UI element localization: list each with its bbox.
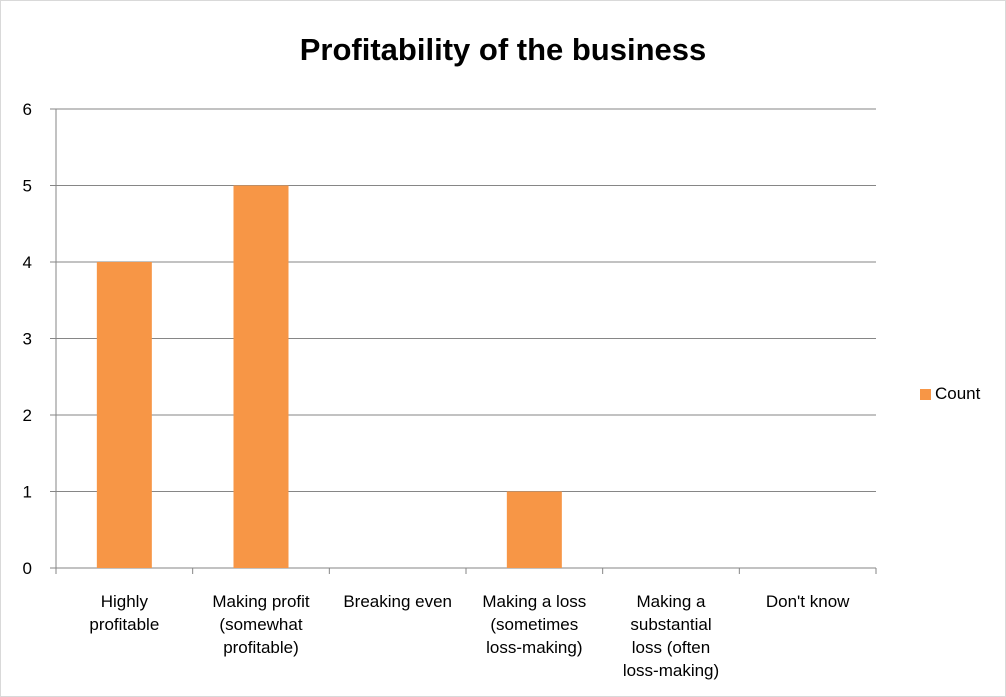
- x-category-label-line: loss (often: [632, 638, 710, 657]
- x-category-label-line: Making a loss: [482, 592, 586, 611]
- y-tick-label: 4: [23, 253, 32, 272]
- x-category-label-line: loss-making): [623, 661, 719, 680]
- x-category-label-line: loss-making): [486, 638, 582, 657]
- legend-label: Count: [935, 384, 981, 403]
- y-tick-label: 3: [23, 330, 32, 349]
- legend-swatch: [920, 388, 931, 400]
- bars: [96, 185, 562, 568]
- x-category-label: Breaking even: [343, 592, 452, 611]
- legend: Count: [920, 384, 980, 404]
- x-category-labels: Highly profitable Making profit (somewhat pr…: [89, 592, 850, 680]
- bar: [233, 185, 289, 568]
- x-category-label: Making a loss (sometimes loss-making): [482, 592, 586, 657]
- x-category-label-line: profitable): [223, 638, 299, 657]
- x-category-label-line: substantial: [630, 615, 711, 634]
- x-category-label-line: Breaking even: [343, 592, 452, 611]
- x-category-label: Don't know: [766, 592, 850, 611]
- x-category-label-line: Don't know: [766, 592, 850, 611]
- x-category-label: Making a substantial loss (often loss-makin…: [623, 592, 719, 680]
- y-tick-label: 2: [23, 406, 32, 425]
- chart-title: Profitability of the business: [299, 32, 707, 67]
- y-tick-label: 6: [23, 100, 32, 119]
- y-tick-label: 5: [23, 177, 32, 196]
- axes: [50, 108, 877, 574]
- y-tick-labels: 0 1 2 3 4 5 6: [23, 100, 32, 578]
- x-category-label-line: (somewhat: [219, 615, 302, 634]
- x-category-label-line: Making profit: [212, 592, 310, 611]
- y-tick-label: 0: [23, 559, 32, 578]
- y-tick-label: 1: [23, 483, 32, 502]
- x-category-label-line: (sometimes: [490, 615, 578, 634]
- bar: [96, 262, 152, 568]
- x-category-label-line: Making a: [637, 592, 707, 611]
- gridlines: [56, 108, 876, 492]
- x-category-label-line: Highly: [101, 592, 149, 611]
- x-category-label: Making profit (somewhat profitable): [212, 592, 310, 657]
- x-category-label-line: profitable: [89, 615, 159, 634]
- bar: [506, 491, 562, 568]
- x-category-label: Highly profitable: [89, 592, 159, 634]
